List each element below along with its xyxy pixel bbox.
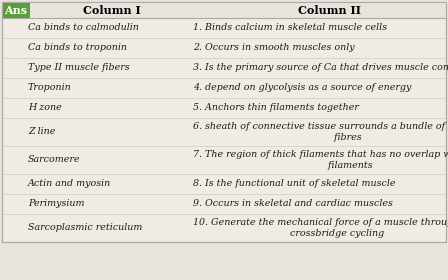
Bar [2,2,32,18]
Bar [2,2,446,242]
Text: 1. Binds calcium in skeletal muscle cells: 1. Binds calcium in skeletal muscle cell… [193,24,387,32]
Text: Z line: Z line [28,127,56,137]
Text: 2. Occurs in smooth muscles only: 2. Occurs in smooth muscles only [193,43,355,53]
Text: Actin and myosin: Actin and myosin [28,179,111,188]
Text: Sarcomere: Sarcomere [28,155,81,165]
Text: Troponin: Troponin [28,83,72,92]
Text: 10. Generate the mechanical force of a muscle through
       crossbridge cycling: 10. Generate the mechanical force of a m… [193,218,448,238]
Text: Column II: Column II [298,4,362,15]
Text: 8. Is the functional unit of skeletal muscle: 8. Is the functional unit of skeletal mu… [193,179,396,188]
Text: Ans: Ans [4,4,28,15]
Text: Ca binds to troponin: Ca binds to troponin [28,43,127,53]
Text: Perimysium: Perimysium [28,199,85,209]
Text: Ca binds to calmodulin: Ca binds to calmodulin [28,24,139,32]
Text: 6. sheath of connective tissue surrounds a bundle of muscle
       fibres: 6. sheath of connective tissue surrounds… [193,122,448,142]
Bar [30,2,446,18]
Text: Sarcoplasmic reticulum: Sarcoplasmic reticulum [28,223,142,232]
Text: H zone: H zone [28,104,62,113]
Text: 9. Occurs in skeletal and cardiac muscles: 9. Occurs in skeletal and cardiac muscle… [193,199,393,209]
Text: 7. The region of thick filaments that has no overlap with thin
       filaments: 7. The region of thick filaments that ha… [193,150,448,170]
Text: 4. depend on glycolysis as a source of energy: 4. depend on glycolysis as a source of e… [193,83,411,92]
Text: 5. Anchors thin filaments together: 5. Anchors thin filaments together [193,104,359,113]
Text: Column I: Column I [83,4,141,15]
Text: Type II muscle fibers: Type II muscle fibers [28,64,129,73]
Text: 3. Is the primary source of Ca that drives muscle contraction: 3. Is the primary source of Ca that driv… [193,64,448,73]
Bar [2,2,446,242]
